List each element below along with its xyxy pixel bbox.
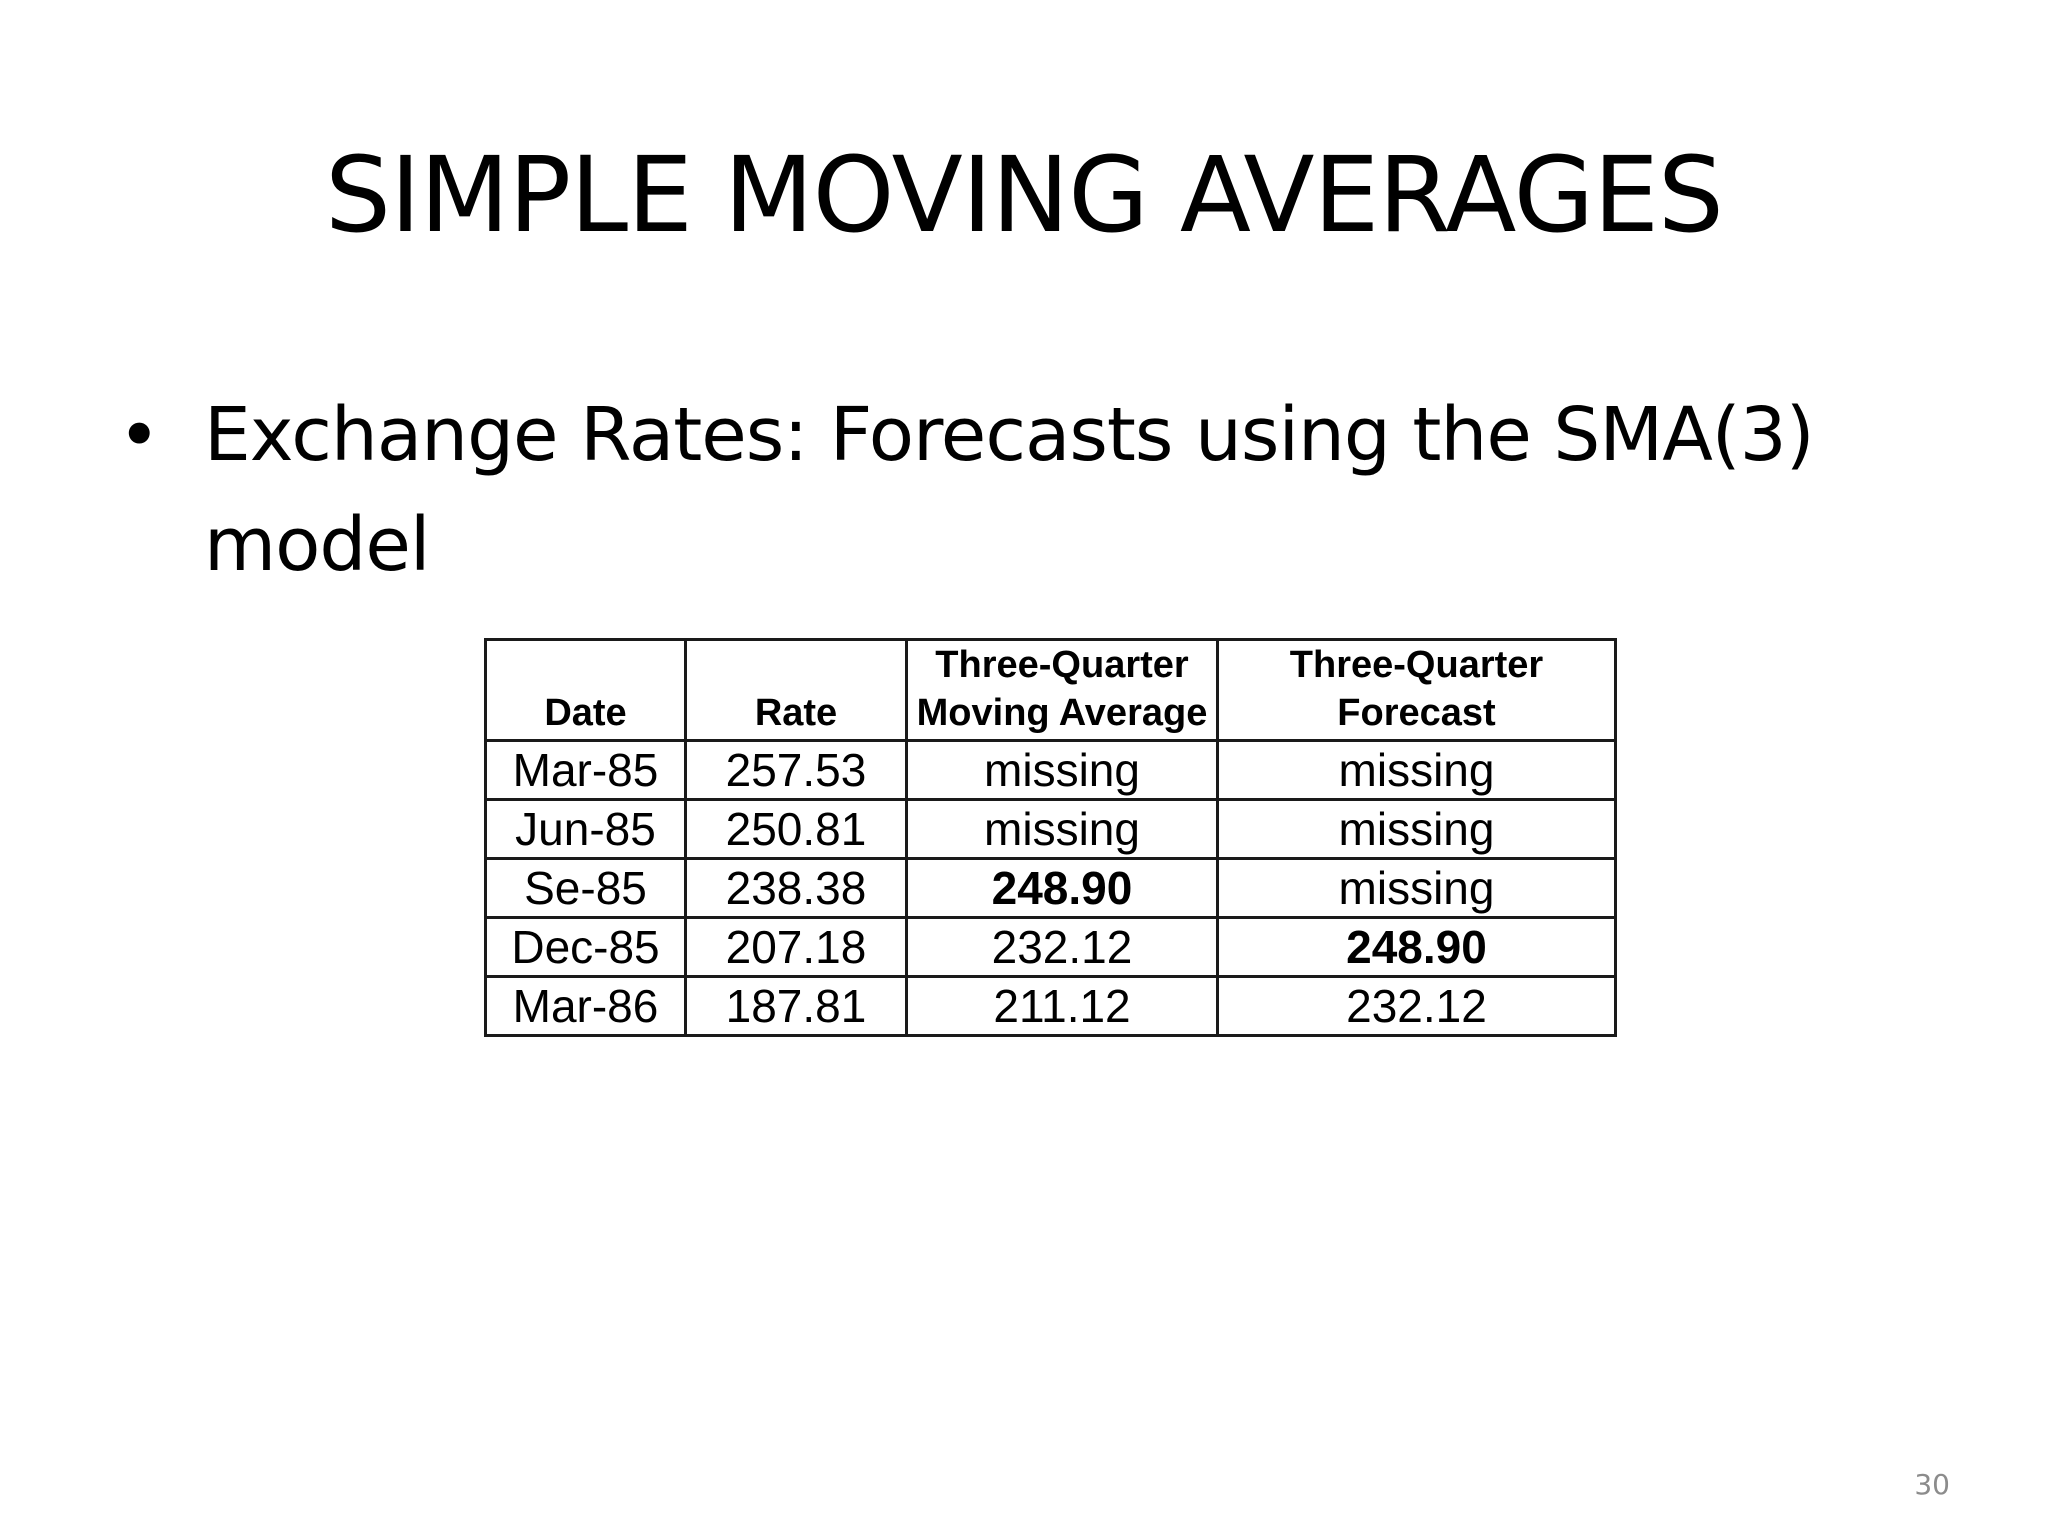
cell-moving-average: 232.12	[905, 916, 1219, 978]
page-number: 30	[1914, 1468, 1950, 1501]
table-row: Se-85 238.38 248.90 missing	[484, 857, 1617, 919]
table-row: Jun-85 250.81 missing missing	[484, 798, 1617, 860]
header-date: Date	[484, 638, 687, 742]
table-row: Mar-86 187.81 211.12 232.12	[484, 975, 1617, 1037]
cell-forecast: missing	[1216, 857, 1617, 919]
header-rate: Rate	[684, 638, 908, 742]
cell-rate: 187.81	[684, 975, 908, 1037]
cell-date: Mar-85	[484, 739, 687, 801]
table-row: Dec-85 207.18 232.12 248.90	[484, 916, 1617, 978]
cell-moving-average: missing	[905, 798, 1219, 860]
bullet-text: Exchange Rates: Forecasts using the SMA(…	[204, 392, 1815, 588]
slide-title: SIMPLE MOVING AVERAGES	[325, 134, 1724, 256]
cell-rate: 257.53	[684, 739, 908, 801]
cell-date: Dec-85	[484, 916, 687, 978]
header-moving-average-line1: Three-Quarter	[935, 644, 1189, 686]
header-forecast-line2: Forecast	[1337, 692, 1496, 734]
header-forecast-line1: Three-Quarter	[1289, 644, 1544, 686]
cell-moving-average: missing	[905, 739, 1219, 801]
cell-moving-average: 211.12	[905, 975, 1219, 1037]
table-row: Mar-85 257.53 missing missing	[484, 739, 1617, 801]
header-moving-average-line2: Moving Average	[916, 692, 1208, 734]
cell-date: Jun-85	[484, 798, 687, 860]
cell-rate: 207.18	[684, 916, 908, 978]
cell-forecast-highlight: 248.90	[1216, 916, 1617, 978]
header-forecast: Three-Quarter Forecast	[1216, 638, 1617, 742]
cell-forecast: missing	[1216, 798, 1617, 860]
cell-date: Mar-86	[484, 975, 687, 1037]
cell-forecast: 232.12	[1216, 975, 1617, 1037]
cell-moving-average-highlight: 248.90	[905, 857, 1219, 919]
cell-forecast: missing	[1216, 739, 1617, 801]
sma-table: Date Rate Three-Quarter Moving Average T…	[484, 638, 1617, 1037]
bullet-dot: •	[118, 393, 161, 477]
header-moving-average: Three-Quarter Moving Average	[905, 638, 1219, 742]
cell-rate: 238.38	[684, 857, 908, 919]
cell-rate: 250.81	[684, 798, 908, 860]
cell-date: Se-85	[484, 857, 687, 919]
table-header-row: Date Rate Three-Quarter Moving Average T…	[484, 638, 1617, 742]
